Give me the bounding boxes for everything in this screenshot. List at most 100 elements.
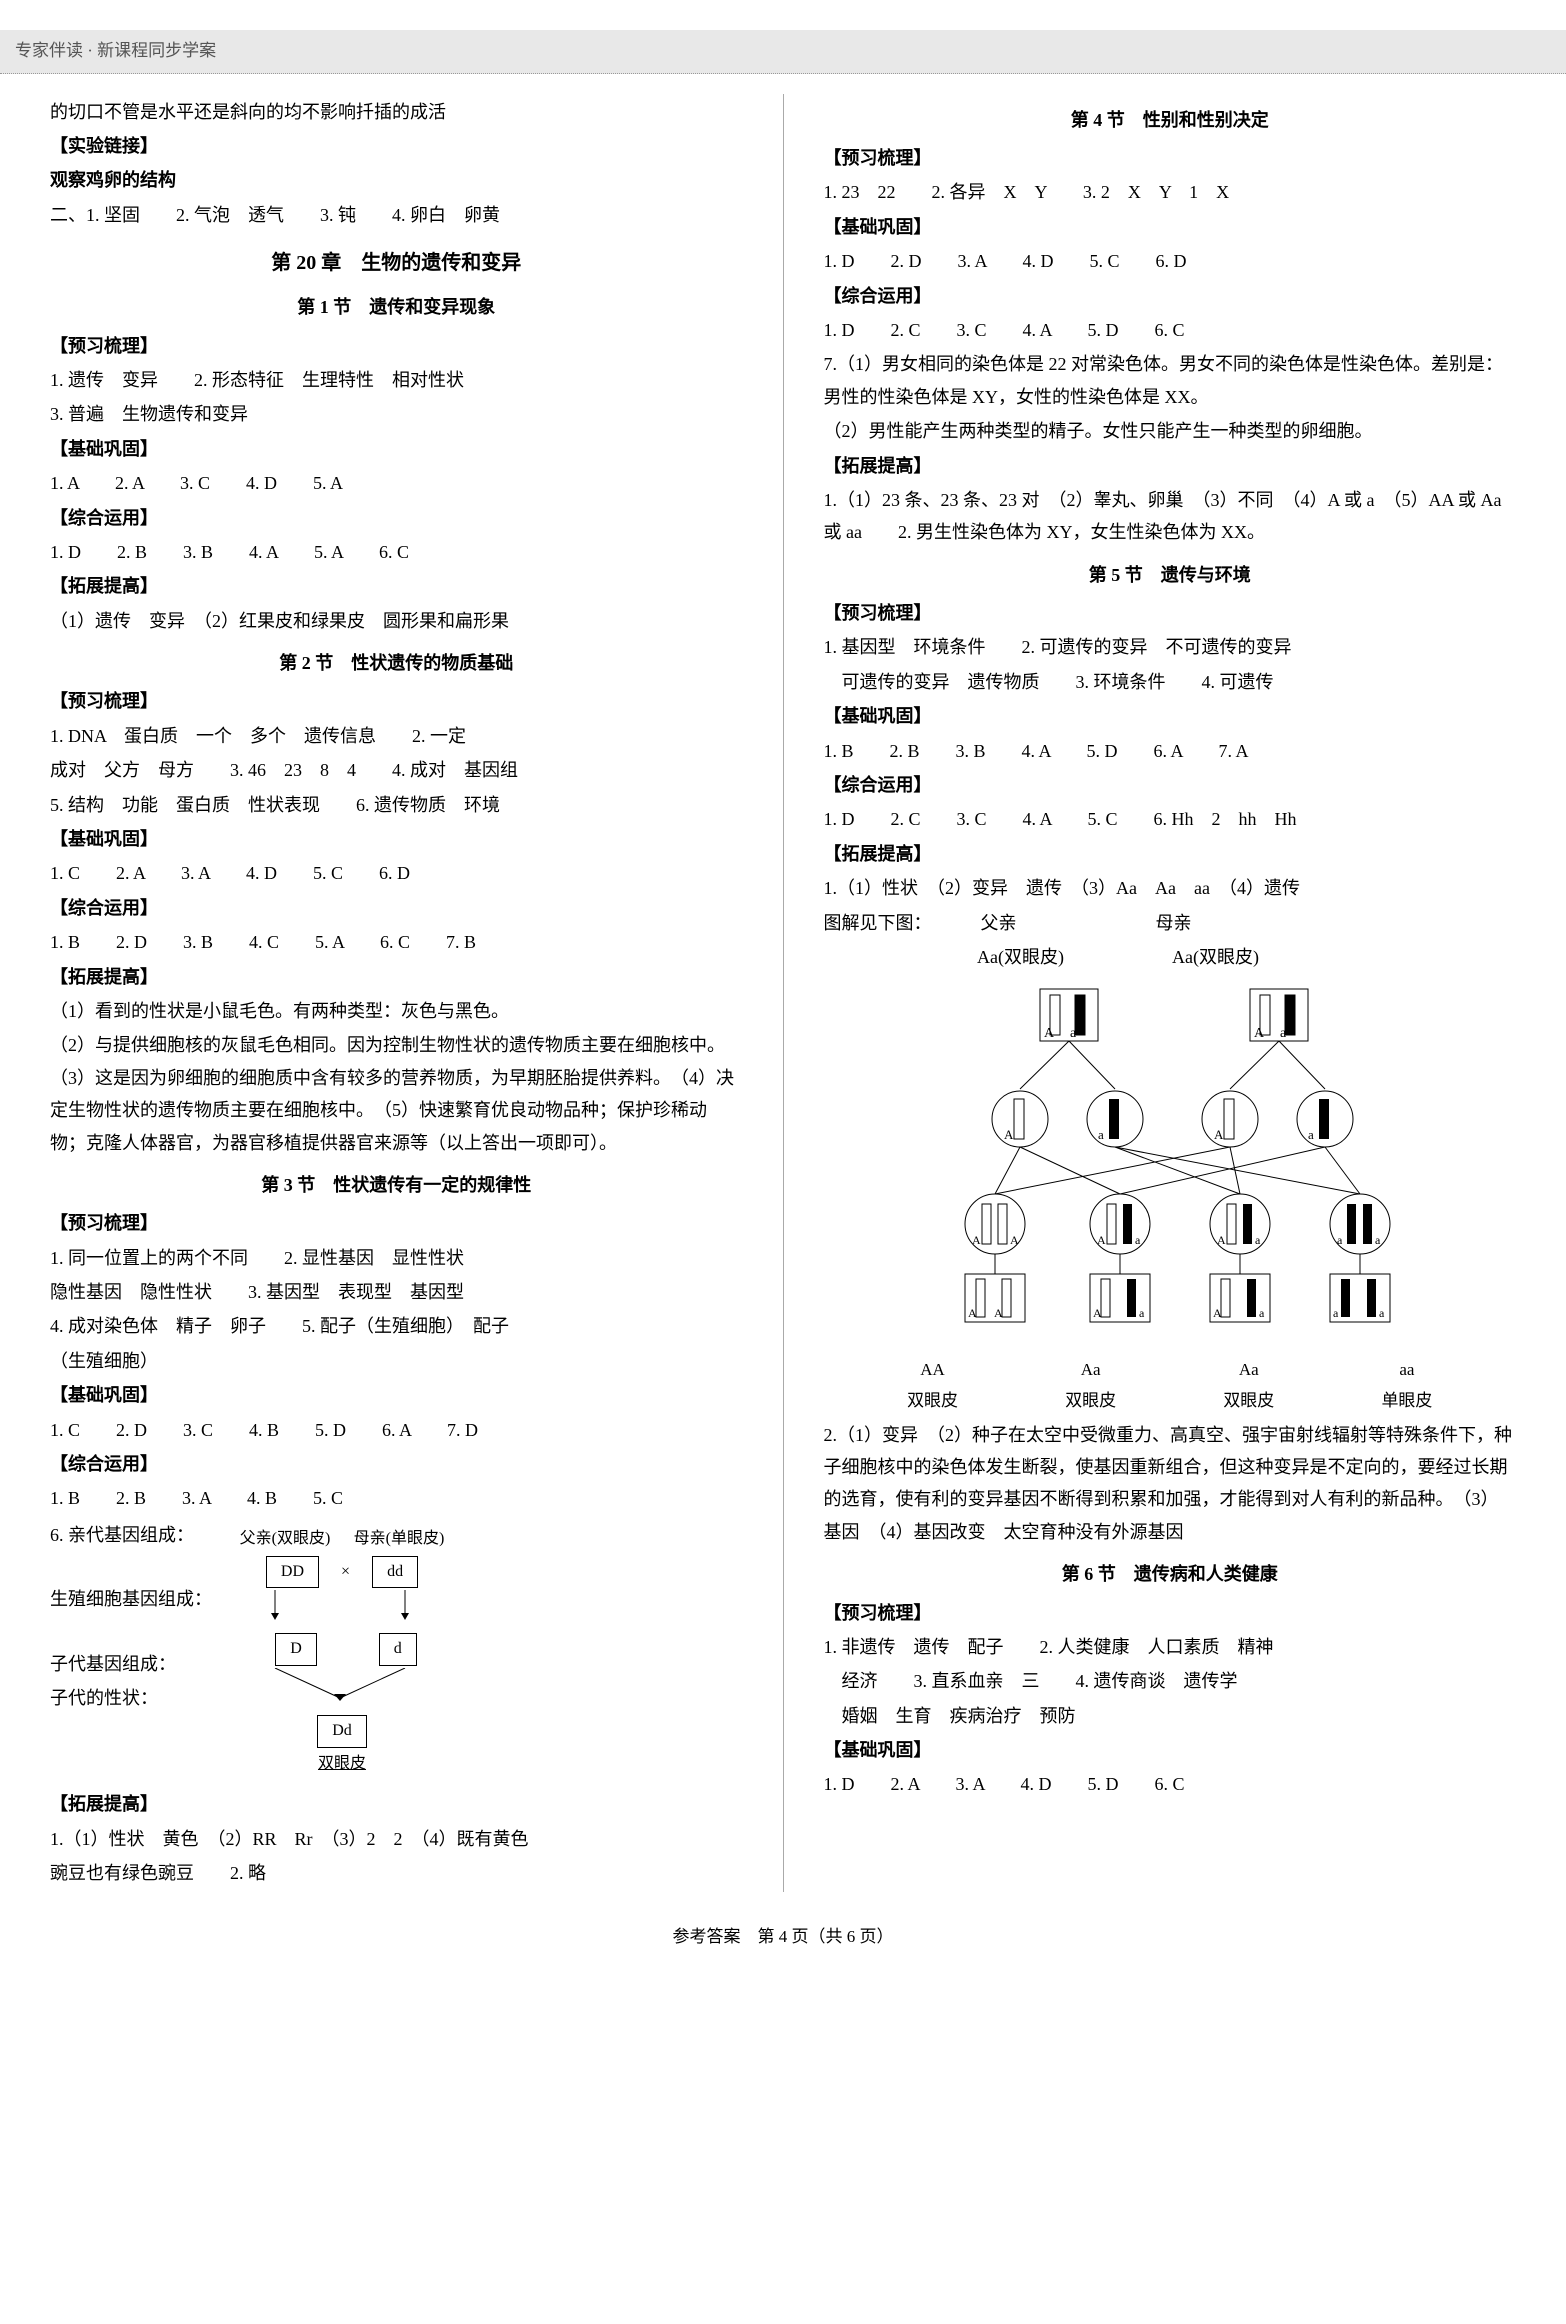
gamete-D: D bbox=[275, 1633, 317, 1666]
svg-text:A: A bbox=[1214, 1127, 1224, 1142]
section5-title: 第 5 节 遗传与环境 bbox=[824, 559, 1517, 591]
merge-arrow-icon bbox=[230, 1668, 450, 1702]
mother-label: 母亲(单眼皮) bbox=[344, 1525, 454, 1554]
section2-title: 第 2 节 性状遗传的物质基础 bbox=[50, 647, 743, 679]
s5-basic-answers: 1. B 2. B 3. B 4. A 5. D 6. A 7. A bbox=[824, 735, 1517, 767]
basic-label-2: 【基础巩固】 bbox=[50, 823, 743, 855]
section6-title: 第 6 节 遗传病和人类健康 bbox=[824, 1558, 1517, 1590]
father-title: 父亲 bbox=[981, 913, 1017, 933]
svg-text:A: A bbox=[1093, 1306, 1102, 1320]
two-column-layout: 的切口不管是水平还是斜向的均不影响扦插的成活 【实验链接】 观察鸡卵的结构 二、… bbox=[50, 94, 1516, 1892]
s5-pre-line1: 1. 基因型 环境条件 2. 可遗传的变异 不可遗传的变异 bbox=[824, 631, 1517, 663]
section1-title: 第 1 节 遗传和变异现象 bbox=[50, 291, 743, 323]
svg-text:a: a bbox=[1280, 1026, 1287, 1041]
page-footer: 参考答案 第 4 页（共 6 页） bbox=[50, 1922, 1516, 1953]
comp-label: 【综合运用】 bbox=[50, 502, 743, 534]
basic-label-6: 【基础巩固】 bbox=[824, 1734, 1517, 1766]
s5-ext-line1: 1.（1）性状 （2）变异 遗传 （3）Aa Aa aa （4）遗传 bbox=[824, 872, 1517, 904]
svg-text:A: A bbox=[994, 1306, 1003, 1320]
geno-AA: AA bbox=[907, 1355, 958, 1386]
svg-text:A: A bbox=[972, 1233, 981, 1247]
s1-pre-line2: 3. 普遍 生物遗传和变异 bbox=[50, 398, 743, 430]
s2-ext-line2: （2）与提供细胞核的灰鼠毛色相同。因为控制生物性状的遗传物质主要在细胞核中。 （… bbox=[50, 1029, 743, 1159]
cross-line3-label: 子代基因组成： bbox=[50, 1648, 220, 1680]
svg-text:A: A bbox=[1213, 1306, 1222, 1320]
s6-basic-answers: 1. D 2. A 3. A 4. D 5. D 6. C bbox=[824, 1768, 1517, 1800]
s5-comp-answers: 1. D 2. C 3. C 4. A 5. C 6. Hh 2 hh Hh bbox=[824, 803, 1517, 835]
mother-title: 母亲 bbox=[1156, 913, 1192, 933]
comp-label-5: 【综合运用】 bbox=[824, 769, 1517, 801]
s2-pre-line3: 5. 结构 功能 蛋白质 性状表现 6. 遗传物质 环境 bbox=[50, 789, 743, 821]
s3-ext-line2: 豌豆也有绿色豌豆 2. 略 bbox=[50, 1857, 743, 1889]
s3-pre-line4: （生殖细胞） bbox=[50, 1345, 743, 1377]
svg-text:a: a bbox=[1337, 1233, 1343, 1247]
basic-label-5: 【基础巩固】 bbox=[824, 700, 1517, 732]
svg-text:a: a bbox=[1098, 1127, 1104, 1142]
s3-pre-line2: 隐性基因 隐性性状 3. 基因型 表现型 基因型 bbox=[50, 1276, 743, 1308]
s1-ext-answers: （1）遗传 变异 （2）红果皮和绿果皮 圆形果和扁形果 bbox=[50, 605, 743, 637]
s4-basic-answers: 1. D 2. D 3. A 4. D 5. C 6. D bbox=[824, 245, 1517, 277]
svg-text:a: a bbox=[1255, 1233, 1261, 1247]
basic-label-3: 【基础巩固】 bbox=[50, 1379, 743, 1411]
ext-label-2: 【拓展提高】 bbox=[50, 961, 743, 993]
s6-pre-line3: 婚姻 生育 疾病治疗 预防 bbox=[824, 1700, 1517, 1732]
s3-basic-answers: 1. C 2. D 3. C 4. B 5. D 6. A 7. D bbox=[50, 1414, 743, 1446]
s3-ext-line1: 1.（1）性状 黄色 （2）RR Rr （3）2 2 （4）既有黄色 bbox=[50, 1823, 743, 1855]
pheno-d3: 双眼皮 bbox=[1223, 1386, 1274, 1417]
s1-pre-line1: 1. 遗传 变异 2. 形态特征 生理特性 相对性状 bbox=[50, 364, 743, 396]
mother-geno: Aa(双眼皮) bbox=[1172, 947, 1259, 967]
svg-text:a: a bbox=[1135, 1233, 1141, 1247]
father-geno: Aa(双眼皮) bbox=[977, 947, 1064, 967]
s6-pre-line2: 经济 3. 直系血亲 三 4. 遗传商谈 遗传学 bbox=[824, 1665, 1517, 1697]
basic-label: 【基础巩固】 bbox=[50, 433, 743, 465]
ext-label-4: 【拓展提高】 bbox=[824, 450, 1517, 482]
preview-label-6: 【预习梳理】 bbox=[824, 1597, 1517, 1629]
preview-label-3: 【预习梳理】 bbox=[50, 1207, 743, 1239]
cross-line2-label: 生殖细胞基因组成： bbox=[50, 1583, 220, 1615]
geno-Aa1: Aa bbox=[1065, 1355, 1116, 1386]
s2-ext-line1: （1）看到的性状是小鼠毛色。有两种类型：灰色与黑色。 bbox=[50, 995, 743, 1027]
pheno-d1: 双眼皮 bbox=[907, 1386, 958, 1417]
s3-pre-line1: 1. 同一位置上的两个不同 2. 显性基因 显性性状 bbox=[50, 1242, 743, 1274]
arrow-down-icon bbox=[230, 1590, 450, 1620]
comp-label-2: 【综合运用】 bbox=[50, 892, 743, 924]
parent-dd: dd bbox=[372, 1556, 418, 1589]
basic-label-4: 【基础巩固】 bbox=[824, 211, 1517, 243]
svg-text:a: a bbox=[1379, 1306, 1385, 1320]
s4-ext-line1: 1.（1）23 条、23 条、23 对 （2）睾丸、卵巢 （3）不同 （4）A … bbox=[824, 484, 1517, 549]
s4-comp-line3: （2）男性能产生两种类型的精子。女性只能产生一种类型的卵细胞。 bbox=[824, 415, 1517, 447]
s4-comp-line2: 7.（1）男女相同的染色体是 22 对常染色体。男女不同的染色体是性染色体。差别… bbox=[824, 348, 1517, 413]
s2-comp-answers: 1. B 2. D 3. B 4. C 5. A 6. C 7. B bbox=[50, 926, 743, 958]
ext-label-3: 【拓展提高】 bbox=[50, 1788, 743, 1820]
preview-label-5: 【预习梳理】 bbox=[824, 597, 1517, 629]
svg-text:A: A bbox=[1004, 1127, 1014, 1142]
svg-text:A: A bbox=[1254, 1026, 1265, 1041]
svg-text:a: a bbox=[1375, 1233, 1381, 1247]
svg-text:A: A bbox=[1217, 1233, 1226, 1247]
s4-comp-line1: 1. D 2. C 3. C 4. A 5. D 6. C bbox=[824, 314, 1517, 346]
s3-pre-line3: 4. 成对染色体 精子 卵子 5. 配子（生殖细胞） 配子 bbox=[50, 1310, 743, 1342]
preview-label-2: 【预习梳理】 bbox=[50, 685, 743, 717]
column-divider bbox=[783, 94, 784, 1892]
observe-egg-title: 观察鸡卵的结构 bbox=[50, 164, 743, 196]
s2-pre-line2: 成对 父方 母方 3. 46 23 8 4 4. 成对 基因组 bbox=[50, 754, 743, 786]
section3-title: 第 3 节 性状遗传有一定的规律性 bbox=[50, 1169, 743, 1201]
cross-x: × bbox=[341, 1563, 350, 1580]
offspring-phenotype: 双眼皮 bbox=[230, 1750, 454, 1779]
svg-text:a: a bbox=[1070, 1026, 1077, 1041]
right-column: 第 4 节 性别和性别决定 【预习梳理】 1. 23 22 2. 各异 X Y … bbox=[824, 94, 1517, 1892]
genetics-diagram: Aa Aa A a A a bbox=[910, 979, 1430, 1349]
comp-label-4: 【综合运用】 bbox=[824, 280, 1517, 312]
cross-line1-label: 6. 亲代基因组成： bbox=[50, 1519, 220, 1551]
preview-label: 【预习梳理】 bbox=[50, 330, 743, 362]
svg-text:A: A bbox=[1044, 1026, 1055, 1041]
cross-diagram: 父亲(双眼皮) 母亲(单眼皮) DD × dd D d bbox=[230, 1525, 454, 1779]
s1-comp-answers: 1. D 2. B 3. B 4. A 5. A 6. C bbox=[50, 536, 743, 568]
s2-basic-answers: 1. C 2. A 3. A 4. D 5. C 6. D bbox=[50, 857, 743, 889]
intro-text: 的切口不管是水平还是斜向的均不影响扦插的成活 bbox=[50, 96, 743, 128]
s4-pre-line1: 1. 23 22 2. 各异 X Y 3. 2 X Y 1 X bbox=[824, 176, 1517, 208]
svg-text:a: a bbox=[1308, 1127, 1314, 1142]
geno-aa: aa bbox=[1381, 1355, 1432, 1386]
observe-egg-answers: 二、1. 坚固 2. 气泡 透气 3. 钝 4. 卵白 卵黄 bbox=[50, 199, 743, 231]
left-column: 的切口不管是水平还是斜向的均不影响扦插的成活 【实验链接】 观察鸡卵的结构 二、… bbox=[50, 94, 743, 1892]
